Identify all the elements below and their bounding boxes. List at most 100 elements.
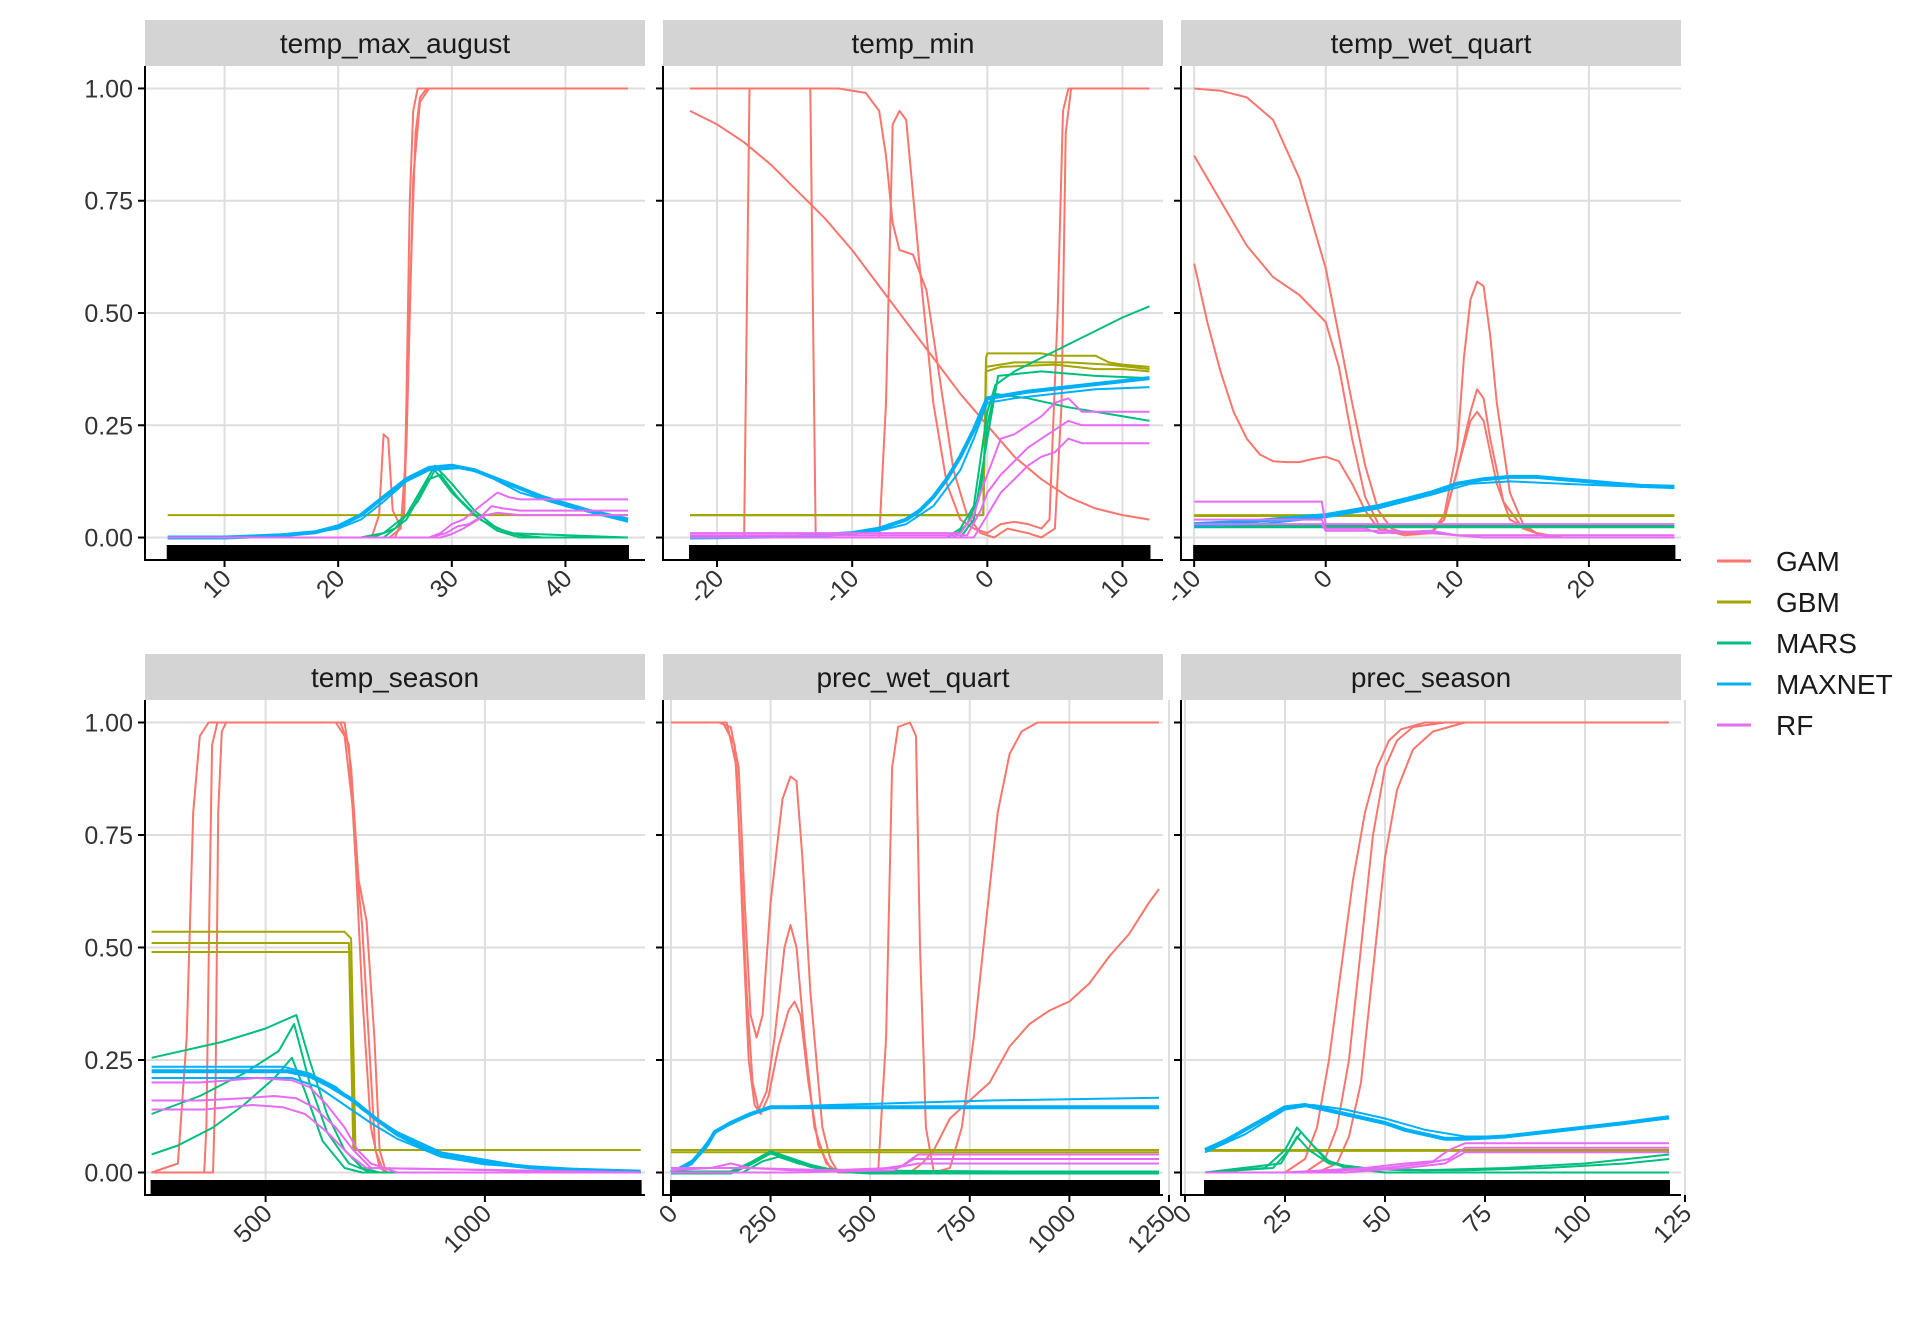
series-line-gam xyxy=(151,721,641,1174)
rug-marks xyxy=(1193,545,1676,560)
series-line-rf xyxy=(690,419,1150,537)
y-tick-label: 0.25 xyxy=(84,1047,133,1075)
facet-strip xyxy=(1181,20,1681,66)
series-line-maxnet xyxy=(167,466,629,539)
series-line-maxnet xyxy=(670,1096,1160,1174)
facet-title: temp_season xyxy=(311,662,479,693)
x-tick-label: -10 xyxy=(819,564,864,609)
x-tick-label: 10 xyxy=(197,564,236,603)
series-line-rf xyxy=(1194,500,1675,526)
panel-temp-season: temp_season 0.00 0.25 0.50 0.75 1.00 500 1000 xyxy=(84,654,645,1259)
series-line-gam xyxy=(1193,155,1675,539)
x-tick-label: 50 xyxy=(1358,1199,1397,1238)
series-line-maxnet xyxy=(151,1065,641,1173)
series-line-gam xyxy=(689,110,1150,521)
series-lines xyxy=(151,721,641,1174)
x-tick-label: 40 xyxy=(538,564,577,603)
series-line-maxnet xyxy=(689,386,1150,539)
series-line-maxnet xyxy=(151,1077,641,1173)
series-line-gbm xyxy=(690,361,1150,517)
facet-title: temp_wet_quart xyxy=(1331,28,1532,59)
series-line-rf xyxy=(690,437,1150,539)
series-line-mars xyxy=(690,392,1150,539)
series-line-mars xyxy=(690,305,1150,539)
series-line-rf xyxy=(671,1162,1159,1172)
facet-strip xyxy=(663,20,1163,66)
x-tick-label: 250 xyxy=(734,1199,783,1248)
series-line-gam xyxy=(1193,263,1675,539)
y-tick-label: 0.75 xyxy=(84,188,133,216)
series-line-maxnet xyxy=(1204,1104,1670,1154)
series-line-rf xyxy=(670,1153,1159,1172)
y-tick-label: 0.50 xyxy=(84,935,133,963)
y-tick-label: 0.25 xyxy=(84,412,133,440)
series-line-mars xyxy=(1204,1135,1670,1174)
series-line-gam xyxy=(151,721,641,1174)
series-line-mars xyxy=(167,473,629,539)
rug-marks xyxy=(150,1180,642,1195)
legend-item-rf: RF xyxy=(1717,710,1813,741)
rug-marks xyxy=(166,545,629,560)
series-line-gam xyxy=(167,87,628,539)
series-lines xyxy=(1204,721,1670,1174)
panel-temp-max-august: temp_max_august 0.00 0.25 0.50 0.75 1.00 10 20 3… xyxy=(84,20,645,604)
x-tick-label: 1000 xyxy=(1022,1199,1081,1258)
legend-label: RF xyxy=(1776,710,1813,741)
y-tick-label: 1.00 xyxy=(84,710,133,738)
series-line-rf xyxy=(167,511,628,539)
facet-strip xyxy=(663,654,1163,700)
gridlines xyxy=(663,66,1163,560)
series-line-rf xyxy=(1205,1142,1669,1174)
y-tick-label: 0.50 xyxy=(84,300,133,328)
panels: temp_max_august 0.00 0.25 0.50 0.75 1.00 10 20 3… xyxy=(84,20,1697,1259)
panel-temp-min: temp_min -20 -10 0 10 xyxy=(656,20,1163,610)
legend-item-mars: MARS xyxy=(1717,628,1857,659)
series-line-gam xyxy=(1205,721,1669,1174)
x-tick-label: 75 xyxy=(1458,1199,1497,1238)
series-line-rf xyxy=(151,1104,641,1174)
series-line-rf xyxy=(671,1158,1159,1174)
facet-title: prec_wet_quart xyxy=(816,662,1009,693)
gridlines xyxy=(1181,700,1686,1195)
x-tick-label: 10 xyxy=(1095,564,1134,603)
series-line-rf xyxy=(1205,1151,1669,1174)
x-tick-label: -10 xyxy=(1161,564,1206,609)
series-line-rf xyxy=(690,397,1150,535)
legend-label: GAM xyxy=(1776,546,1840,577)
legend-item-gam: GAM xyxy=(1717,546,1840,577)
series-line-gbm xyxy=(151,951,641,1151)
series-line-gam xyxy=(690,87,1150,539)
legend-item-maxnet: MAXNET xyxy=(1717,669,1893,700)
x-tick-label: 10 xyxy=(1430,564,1469,603)
x-tick-label: 0 xyxy=(970,564,1000,594)
series-lines xyxy=(689,87,1150,540)
y-tick-label: 0.00 xyxy=(84,1160,133,1188)
series-line-mars xyxy=(167,469,628,539)
legend-label: MARS xyxy=(1776,628,1857,659)
x-tick-label: 0 xyxy=(654,1199,684,1229)
series-line-rf xyxy=(151,1077,641,1174)
legend-label: GBM xyxy=(1776,587,1840,618)
y-tick-label: 0.75 xyxy=(84,822,133,850)
x-tick-label: -20 xyxy=(684,564,729,609)
series-line-gam xyxy=(167,87,628,539)
y-tick-label: 1.00 xyxy=(84,75,133,103)
x-tick-label: 20 xyxy=(1562,564,1601,603)
series-line-maxnet xyxy=(151,1069,641,1174)
series-line-rf xyxy=(1194,523,1675,539)
series-line-mars xyxy=(151,1056,641,1174)
legend: GAM GBM MARS MAXNET RF xyxy=(1717,546,1893,741)
series-line-maxnet xyxy=(1194,474,1675,527)
rug-marks xyxy=(689,545,1151,560)
series-line-gbm xyxy=(690,352,1150,517)
rug-marks xyxy=(1204,1180,1670,1195)
series-lines xyxy=(1193,87,1675,539)
x-tick-label: 20 xyxy=(311,564,350,603)
series-line-rf xyxy=(151,1095,641,1174)
x-tick-label: 25 xyxy=(1258,1199,1297,1238)
series-line-mars xyxy=(167,464,628,539)
facet-title: temp_max_august xyxy=(280,28,511,59)
